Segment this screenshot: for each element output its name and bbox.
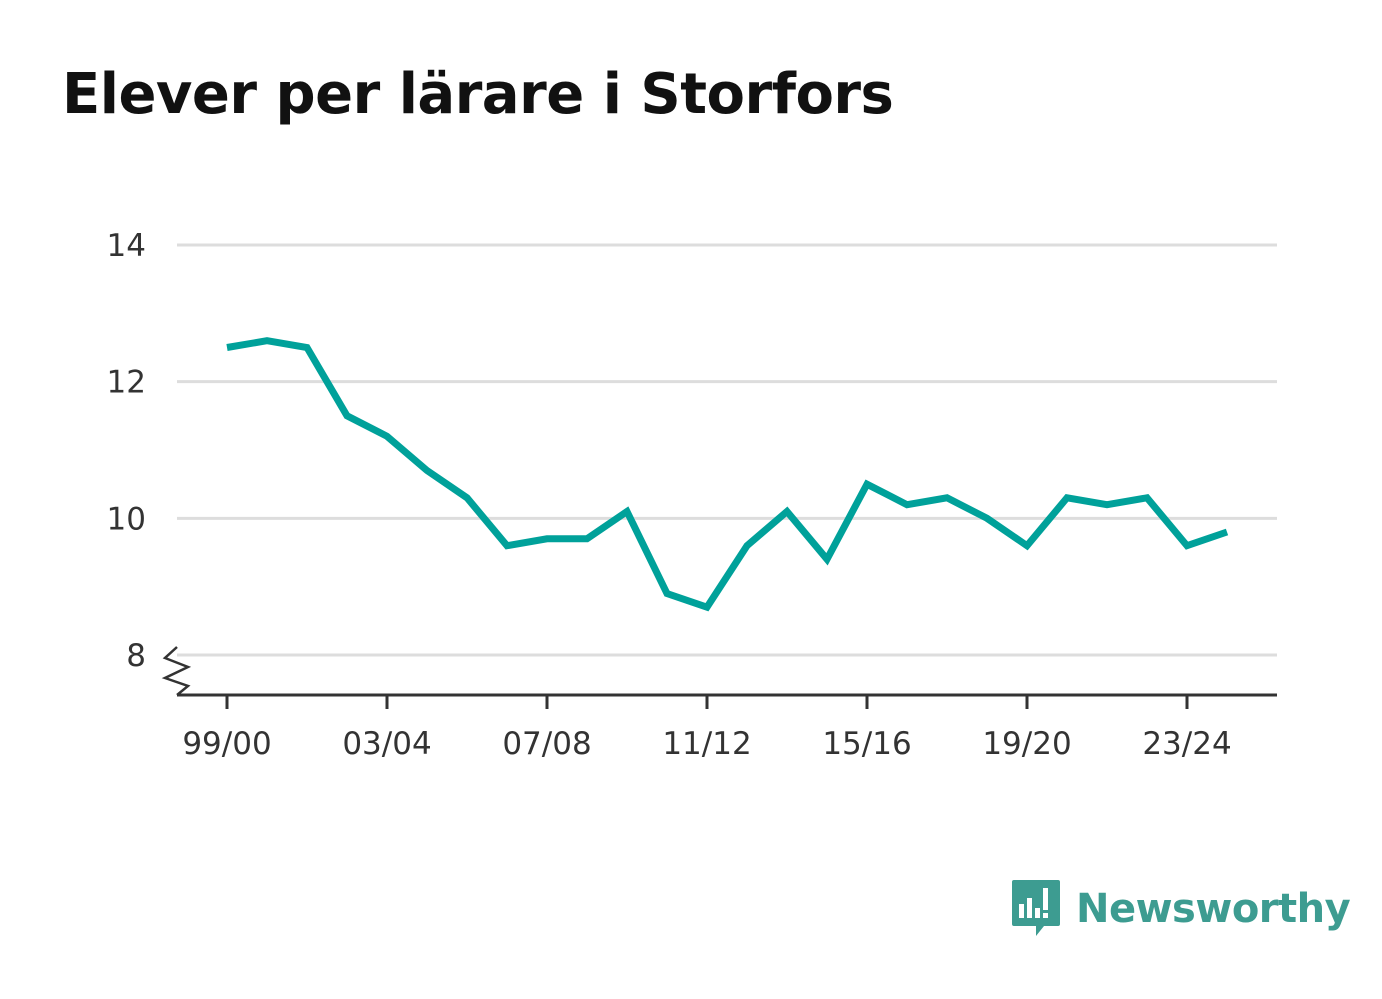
x-tick-label: 11/12 bbox=[662, 726, 751, 762]
y-tick-label: 12 bbox=[107, 365, 146, 401]
y-tick-label: 10 bbox=[107, 501, 146, 537]
y-tick-label: 8 bbox=[126, 638, 146, 674]
y-axis: 14 12 10 8 bbox=[107, 228, 192, 696]
y-tick-label: 14 bbox=[107, 228, 146, 264]
series-line bbox=[226, 337, 1229, 612]
brand-logo: Newsworthy bbox=[1010, 878, 1351, 940]
axis-break-icon bbox=[161, 646, 192, 696]
series-layer bbox=[226, 337, 1229, 612]
brand-name: Newsworthy bbox=[1076, 886, 1351, 932]
chart-title: Elever per lärare i Storfors bbox=[62, 62, 894, 127]
bar-chart-speech-bubble-icon bbox=[1012, 880, 1060, 936]
grid-lines bbox=[177, 243, 1277, 657]
x-tick-label: 99/00 bbox=[182, 726, 271, 762]
x-tick-label: 03/04 bbox=[342, 726, 431, 762]
x-tick-label: 15/16 bbox=[822, 726, 911, 762]
x-tick-label: 19/20 bbox=[982, 726, 1071, 762]
x-tick-label: 23/24 bbox=[1142, 726, 1231, 762]
x-axis: 99/00 03/04 07/08 11/12 15/16 19/20 23/24 bbox=[177, 693, 1277, 762]
x-tick-label: 07/08 bbox=[502, 726, 591, 762]
